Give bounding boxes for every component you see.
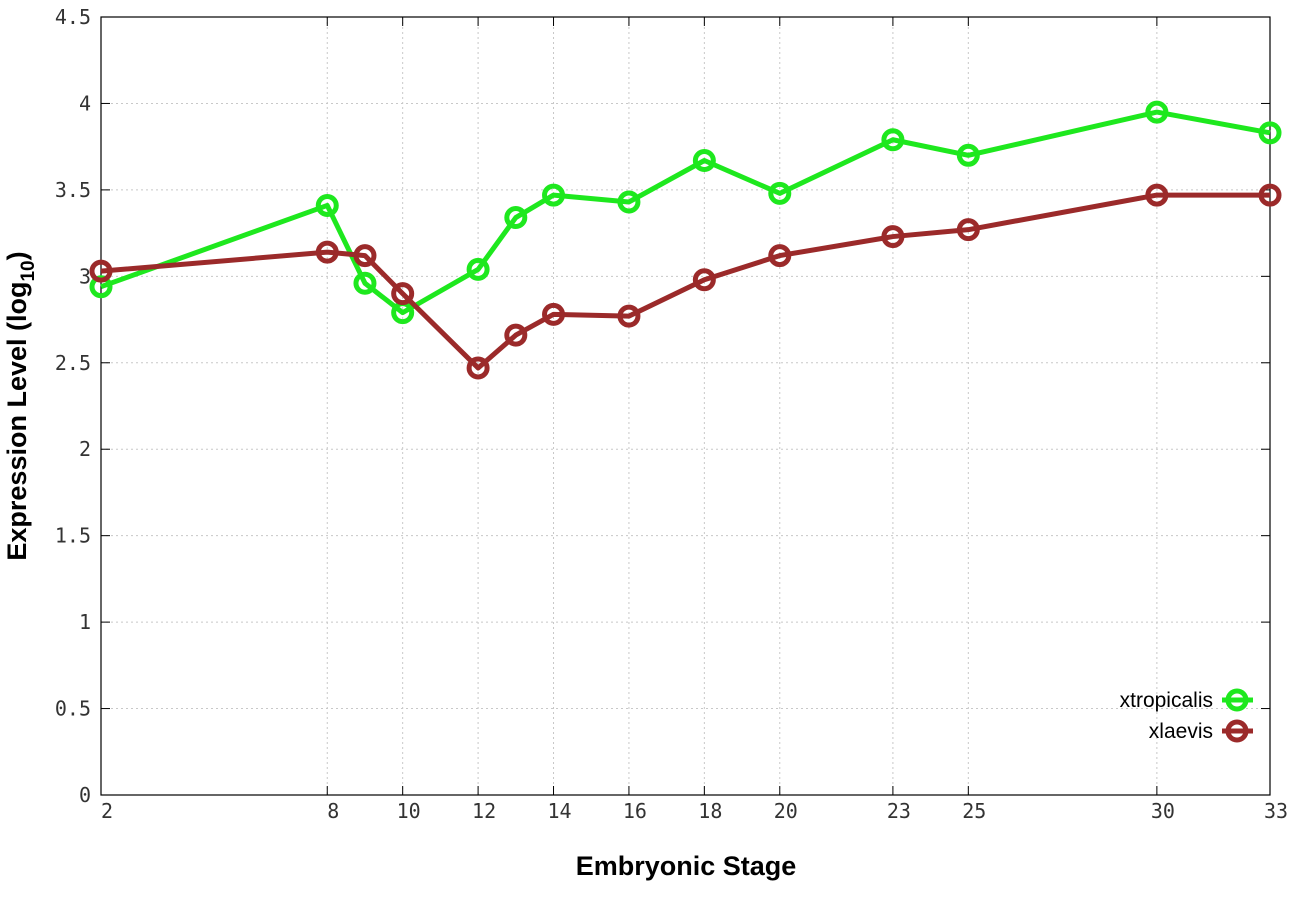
x-tick-label: 16 — [623, 799, 647, 823]
series-line — [100, 109, 1271, 316]
data-point — [466, 356, 490, 380]
legend-item-xtropicalis: xtropicalis — [1120, 688, 1253, 712]
series-layer — [89, 100, 1282, 380]
y-axis-title: Expression Level (log10) — [2, 251, 39, 560]
data-point — [617, 190, 641, 214]
x-tick-label: 23 — [887, 799, 911, 823]
x-axis-title: Embryonic Stage — [576, 851, 797, 881]
legend-label: xtropicalis — [1120, 689, 1213, 712]
y-tick-label: 1.5 — [55, 524, 91, 548]
series-xtropicalis — [89, 100, 1282, 325]
legend-swatch-marker — [1225, 688, 1249, 712]
y-tick-label: 3.5 — [55, 178, 91, 202]
x-tick-label: 18 — [698, 799, 722, 823]
data-point — [504, 206, 528, 230]
y-axis-title-subscript: 10 — [18, 260, 39, 281]
data-point — [353, 244, 377, 268]
data-point — [1145, 183, 1169, 207]
data-point — [504, 323, 528, 347]
grid — [101, 17, 1270, 795]
series-line — [100, 192, 1270, 371]
data-point — [542, 302, 566, 326]
y-axis-ticks: 0 0.5 1 1.5 2 2.5 3 3.5 4 4.5 — [55, 5, 1270, 807]
x-tick-label: 30 — [1151, 799, 1175, 823]
data-point — [768, 244, 792, 268]
data-point — [692, 268, 716, 292]
data-point — [881, 225, 905, 249]
y-tick-label: 0.5 — [55, 697, 91, 721]
y-tick-label: 4.5 — [55, 5, 91, 29]
data-point — [617, 304, 641, 328]
y-tick-label: 0 — [79, 783, 91, 807]
x-tick-label: 25 — [962, 799, 986, 823]
x-axis-ticks: 2 8 10 12 14 16 18 20 23 25 30 33 — [100, 17, 1288, 823]
y-axis-title-close: ) — [2, 251, 32, 260]
x-tick-label: 12 — [472, 799, 496, 823]
data-point — [956, 143, 980, 167]
data-point — [956, 218, 980, 242]
data-point — [315, 240, 339, 264]
x-tick-label: 14 — [547, 799, 571, 823]
data-point — [466, 257, 490, 281]
data-point — [315, 193, 339, 217]
series-xlaevis — [89, 183, 1282, 380]
legend-swatch-marker — [1225, 719, 1249, 743]
x-tick-label: 20 — [774, 799, 798, 823]
legend-label: xlaevis — [1149, 720, 1213, 743]
data-point — [1258, 121, 1282, 145]
x-tick-label: 2 — [101, 799, 113, 823]
y-tick-label: 1 — [79, 610, 91, 634]
legend-item-xlaevis: xlaevis — [1149, 719, 1253, 743]
data-point — [89, 259, 113, 283]
x-tick-label: 10 — [397, 799, 421, 823]
data-point — [542, 183, 566, 207]
y-tick-label: 2 — [79, 437, 91, 461]
x-tick-label: 8 — [327, 799, 339, 823]
y-tick-label: 4 — [79, 91, 91, 115]
data-point — [881, 128, 905, 152]
y-tick-label: 2.5 — [55, 351, 91, 375]
y-axis-title-main: Expression Level (log — [2, 282, 32, 561]
data-point — [353, 271, 377, 295]
data-point — [692, 148, 716, 172]
legend: xtropicalis xlaevis — [1120, 688, 1253, 743]
data-point — [391, 282, 415, 306]
data-point — [1145, 100, 1169, 124]
data-point — [1258, 183, 1282, 207]
plot-frame — [100, 16, 1271, 796]
y-tick-label: 3 — [79, 264, 91, 288]
x-tick-label: 33 — [1264, 799, 1288, 823]
data-point — [768, 181, 792, 205]
